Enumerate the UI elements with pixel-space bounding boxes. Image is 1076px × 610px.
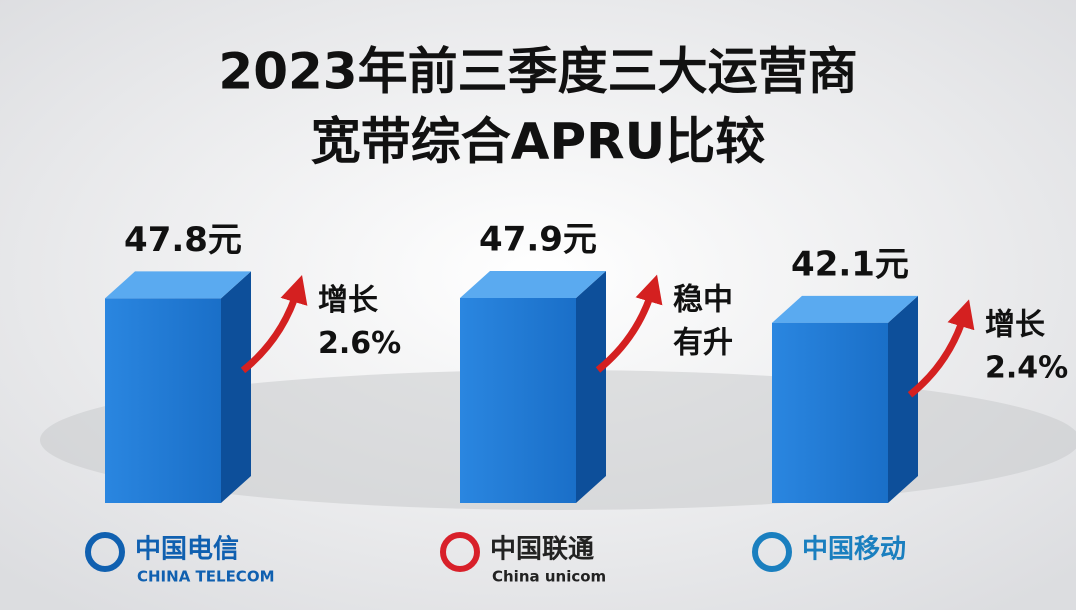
category-label: 中国联通	[490, 535, 594, 565]
bar-top	[460, 271, 606, 298]
bar	[105, 298, 221, 503]
bar	[772, 322, 888, 503]
bar-side	[888, 295, 918, 503]
arrow	[907, 299, 975, 398]
category-label: 中国电信	[135, 535, 239, 565]
bar-top	[772, 295, 918, 323]
category-sublabel: China unicom	[492, 568, 606, 586]
category-label: 中国移动	[802, 535, 906, 565]
bar-side	[576, 271, 606, 503]
logo-icon	[752, 532, 792, 572]
logo-icon	[85, 532, 125, 572]
logo-icon	[440, 532, 480, 572]
chart-title: 宽带综合APRU比较	[311, 113, 765, 171]
annotation: 有升	[673, 326, 733, 361]
category-sublabel: CHINA TELECOM	[137, 568, 275, 586]
annotation: 增长	[318, 283, 378, 318]
annotation: 稳中	[673, 283, 733, 318]
arrow	[240, 275, 308, 374]
bar-top	[105, 271, 251, 299]
annotation: 2.6%	[318, 326, 401, 361]
arrow	[595, 274, 663, 373]
value-label: 42.1元	[791, 244, 909, 284]
chart-title: 2023年前三季度三大运营商	[218, 43, 857, 101]
bar-side	[221, 271, 251, 503]
annotation: 增长	[985, 307, 1045, 342]
bar	[460, 298, 576, 503]
annotation: 2.4%	[985, 350, 1068, 385]
value-label: 47.9元	[479, 220, 597, 260]
value-label: 47.8元	[124, 220, 242, 260]
